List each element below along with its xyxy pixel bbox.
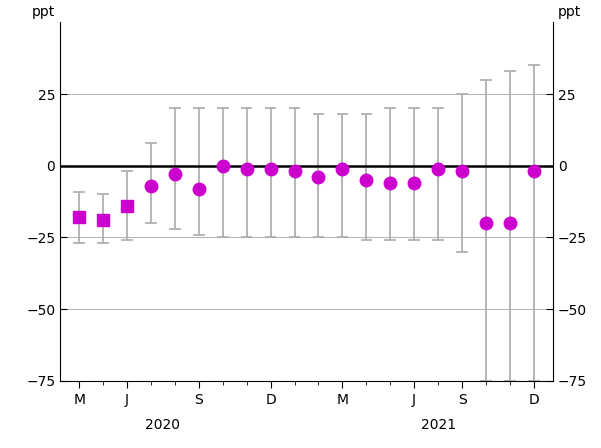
Text: ppt: ppt — [32, 5, 55, 19]
Text: 2020: 2020 — [145, 418, 180, 432]
Text: 2021: 2021 — [421, 418, 456, 432]
Text: ppt: ppt — [558, 5, 581, 19]
